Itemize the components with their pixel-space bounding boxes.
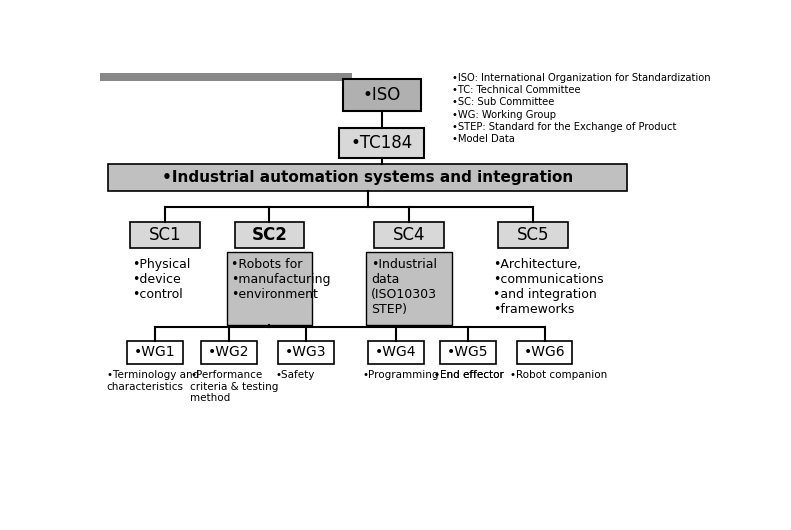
Text: •End effector: •End effector [433,370,504,380]
FancyBboxPatch shape [278,341,334,364]
FancyBboxPatch shape [227,252,312,325]
Text: SC5: SC5 [517,226,549,244]
Text: •WG5: •WG5 [447,346,489,359]
FancyBboxPatch shape [234,222,305,249]
Text: •WG2: •WG2 [208,346,250,359]
FancyBboxPatch shape [130,222,199,249]
Text: SC4: SC4 [392,226,425,244]
Text: •Terminology and
characteristics: •Terminology and characteristics [107,370,199,392]
Text: •Programming: •Programming [362,370,439,380]
Text: •Robot companion: •Robot companion [509,370,607,380]
FancyBboxPatch shape [201,341,257,364]
Text: SC1: SC1 [149,226,181,244]
Text: •SC: Sub Committee: •SC: Sub Committee [452,98,554,108]
FancyBboxPatch shape [488,252,577,325]
Text: •Safety: •Safety [275,370,315,380]
Text: •ISO: International Organization for Standardization: •ISO: International Organization for Sta… [452,73,711,83]
FancyBboxPatch shape [498,222,568,249]
Text: •ISO: •ISO [362,86,401,104]
FancyBboxPatch shape [127,341,183,364]
Text: •Architecture,
•communications
•and integration
•frameworks: •Architecture, •communications •and inte… [493,259,604,316]
Text: •Robots for
•manufacturing
•environment: •Robots for •manufacturing •environment [232,259,331,302]
FancyBboxPatch shape [108,164,627,191]
Text: •Industrial
data
(ISO10303
STEP): •Industrial data (ISO10303 STEP) [371,259,437,316]
Text: SC2: SC2 [252,226,287,244]
FancyBboxPatch shape [128,252,202,325]
Text: •TC: Technical Committee: •TC: Technical Committee [452,85,581,95]
Text: •STEP: Standard for the Exchange of Product: •STEP: Standard for the Exchange of Prod… [452,122,676,132]
FancyBboxPatch shape [374,222,444,249]
Text: •Physical
•device
•control: •Physical •device •control [133,259,191,302]
Text: •WG: Working Group: •WG: Working Group [452,110,556,120]
Text: •WG4: •WG4 [375,346,416,359]
FancyBboxPatch shape [339,128,425,157]
Text: •WG1: •WG1 [134,346,176,359]
Text: •TC184: •TC184 [350,134,413,152]
Text: •WG3: •WG3 [285,346,327,359]
Text: •End effector: •End effector [433,370,504,380]
Text: •Performance
criteria & testing
method: •Performance criteria & testing method [191,370,278,403]
Text: •Model Data: •Model Data [452,135,515,145]
FancyBboxPatch shape [100,73,352,81]
FancyBboxPatch shape [517,341,573,364]
Text: •WG6: •WG6 [524,346,566,359]
FancyBboxPatch shape [368,341,424,364]
FancyBboxPatch shape [440,341,496,364]
FancyBboxPatch shape [366,252,452,325]
Text: •Industrial automation systems and integration: •Industrial automation systems and integ… [162,170,573,185]
FancyBboxPatch shape [343,79,421,111]
